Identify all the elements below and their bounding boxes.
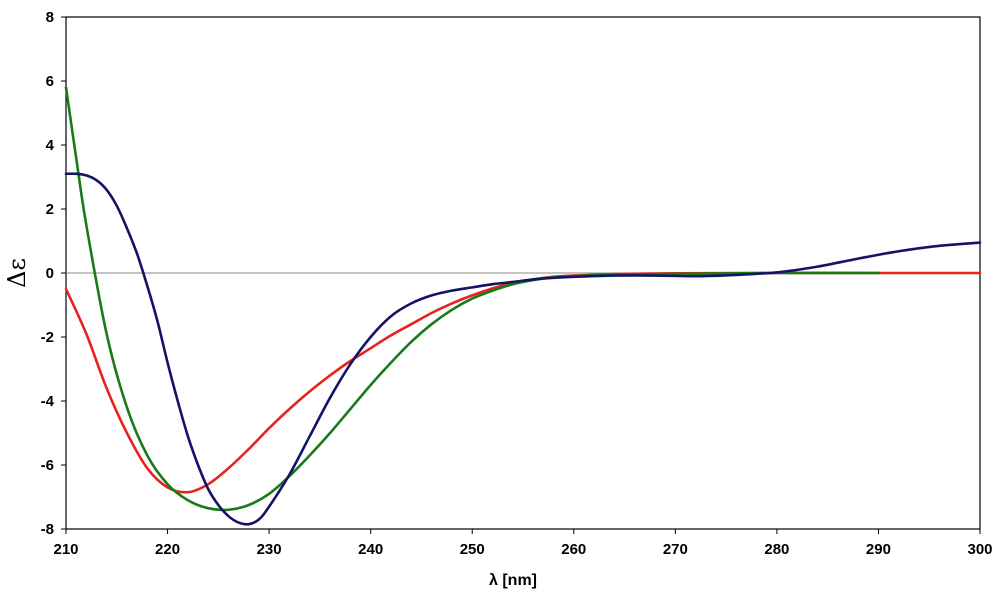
x-tick-label: 270 [663,541,688,558]
y-tick-label: 8 [46,9,54,26]
x-tick-label: 210 [53,541,78,558]
y-tick-label: 4 [46,137,55,154]
y-tick-label: -4 [41,393,55,410]
y-axis-title: Δε [3,258,31,288]
y-tick-label: 6 [46,73,54,90]
x-tick-label: 240 [358,541,383,558]
x-tick-label: 300 [967,541,992,558]
x-tick-label: 230 [257,541,282,558]
x-axis-title: λ [nm] [489,572,537,589]
x-tick-label: 290 [866,541,891,558]
y-tick-label: -2 [41,329,54,346]
y-tick-label: 0 [46,265,54,282]
x-tick-label: 280 [764,541,789,558]
y-tick-label: -8 [41,521,54,538]
y-tick-label: 2 [46,201,54,218]
x-tick-label: 250 [460,541,485,558]
y-tick-label: -6 [41,457,54,474]
x-tick-label: 220 [155,541,180,558]
x-tick-label: 260 [561,541,586,558]
series-navy-line [64,172,982,526]
